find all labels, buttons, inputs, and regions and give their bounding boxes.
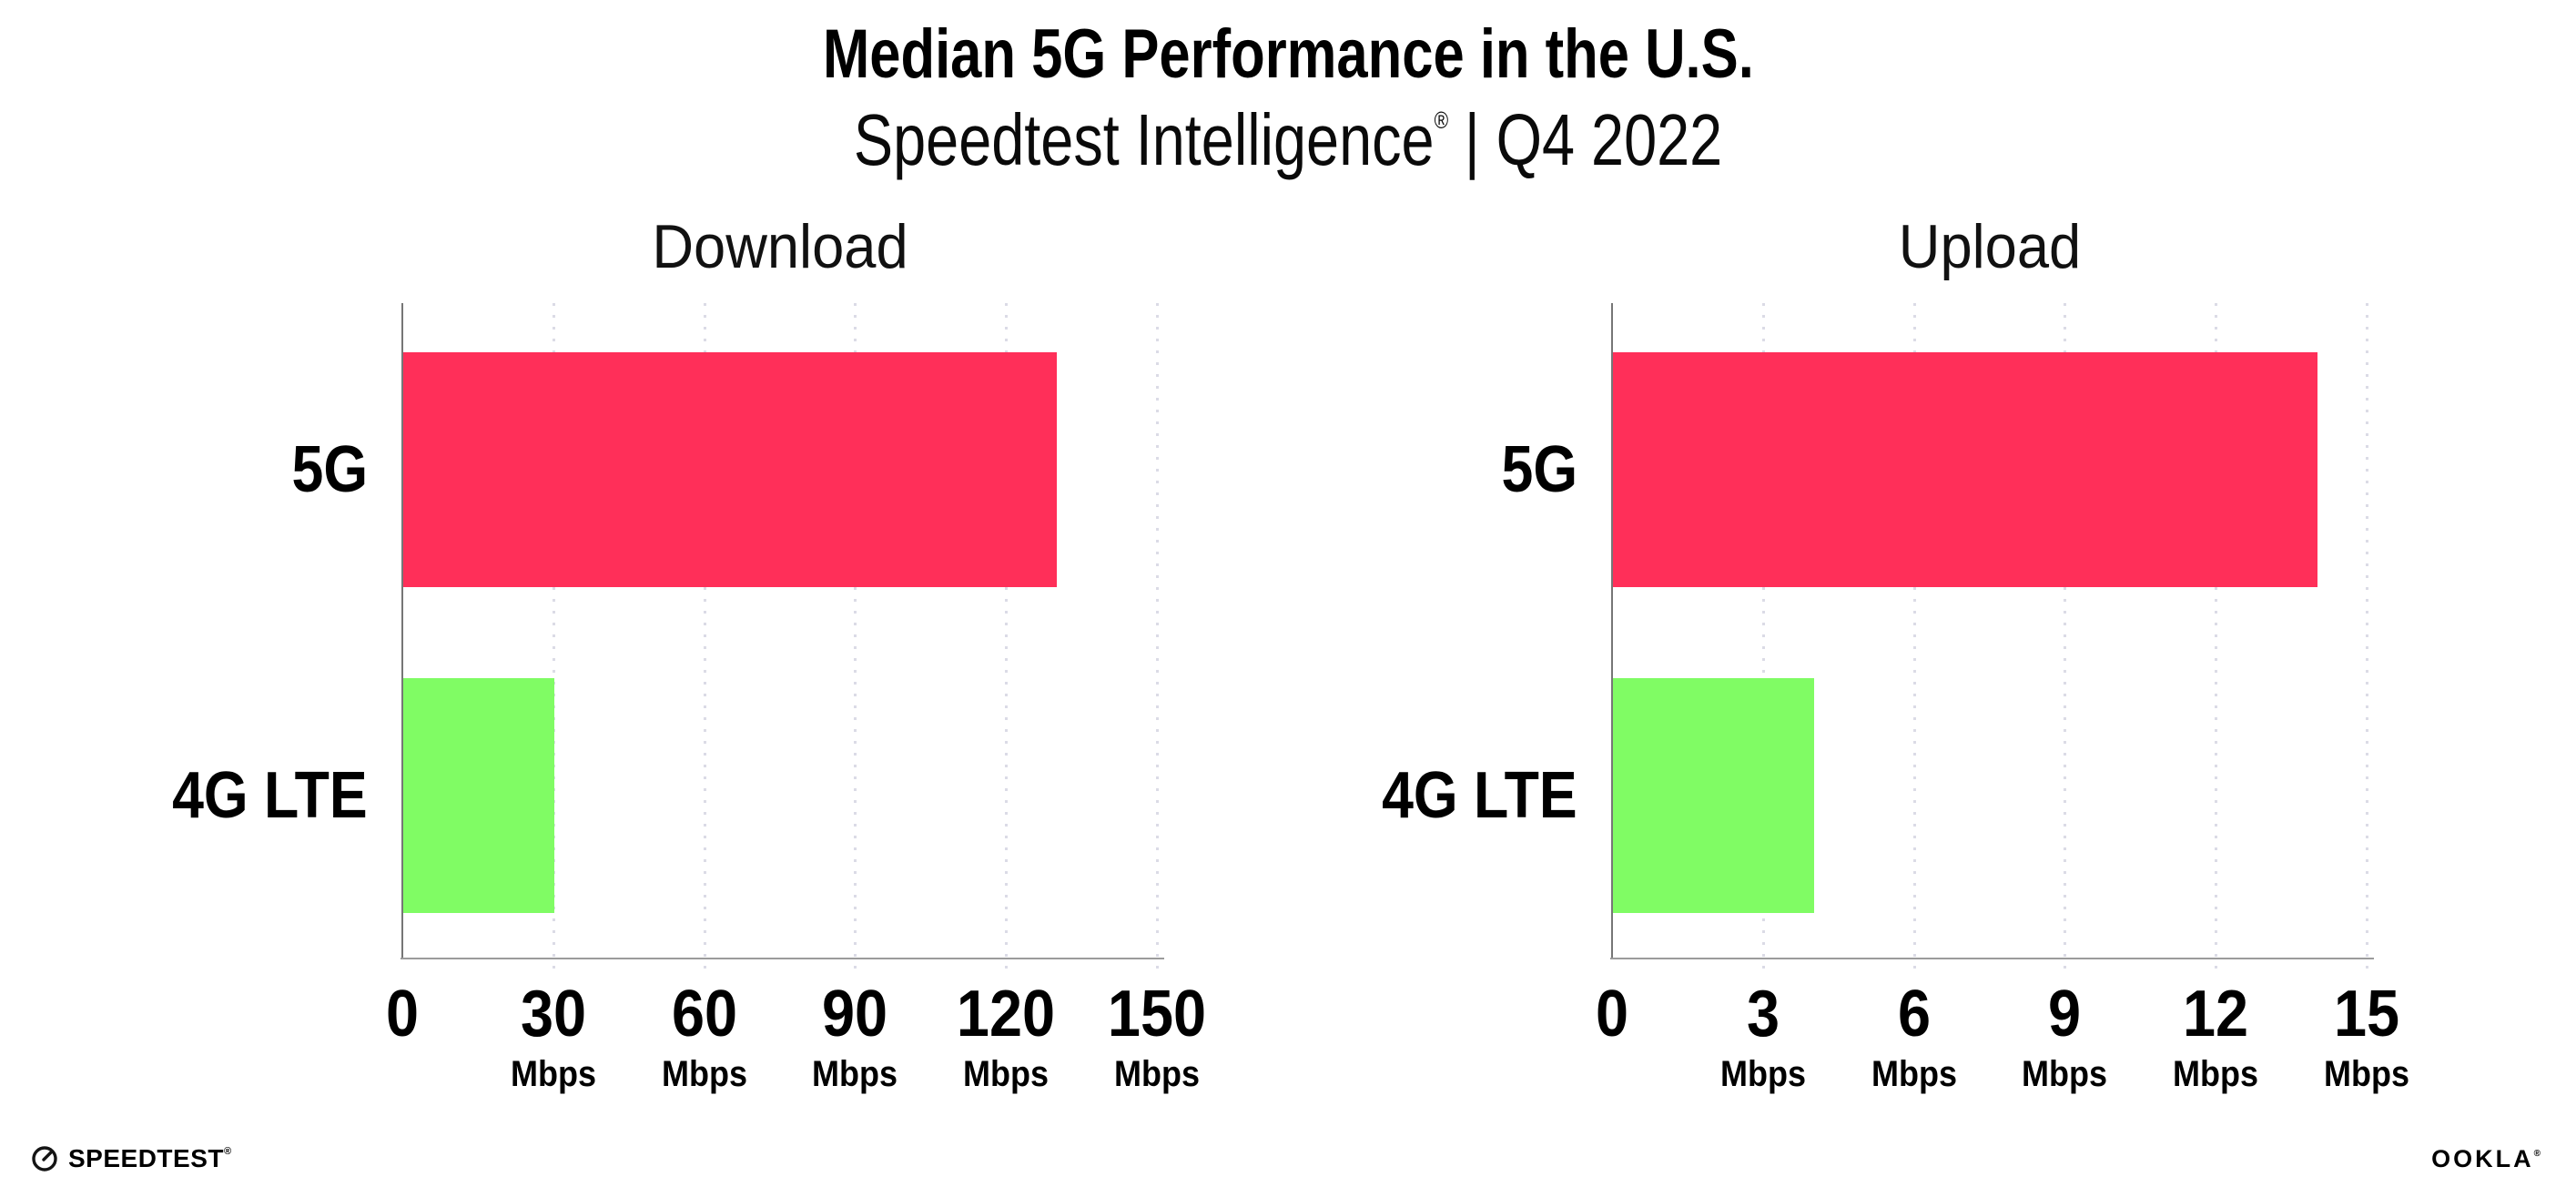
gridline [2064,303,2067,969]
x-axis-line [401,958,1164,959]
x-tick-1: 3 Mbps [1719,978,1806,1094]
download-chart: Download 5G 4G LTE 0 30 Mbps 60 Mbps 90 Mbp… [172,216,1206,1092]
speedtest-registered-mark: ® [223,1146,232,1157]
x-tick-3: 90 Mbps [812,978,898,1094]
x-tick-unit: Mbps [812,1054,898,1094]
x-tick-unit: Mbps [1719,1054,1806,1094]
category-label-4g-lte: 4G LTE [1382,759,1577,832]
x-tick-2: 6 Mbps [1871,978,1957,1094]
x-tick-1: 30 Mbps [510,978,596,1094]
download-chart-title: Download [651,212,908,281]
category-label-5g: 5G [1501,433,1577,506]
bar-5g-download [403,352,1058,587]
bar-4g-lte-upload [1613,678,1815,913]
ookla-registered-mark: ® [2533,1149,2543,1159]
x-tick-unit: Mbps [510,1054,596,1094]
registered-mark: ® [1434,107,1449,134]
gridline [1005,303,1009,969]
x-tick-4: 120 Mbps [957,978,1056,1094]
x-tick-unit: Mbps [2324,1054,2409,1094]
subtitle-separator: | [1464,99,1480,180]
x-tick-unit: Mbps [661,1054,747,1094]
bar-4g-lte-download [403,678,554,913]
x-tick-unit: Mbps [963,1054,1050,1094]
x-tick-2: 60 Mbps [661,978,747,1094]
ookla-logo: OOKLA® [2431,1147,2543,1172]
x-tick-unit: Mbps [2022,1054,2108,1094]
subtitle-brand: Speedtest Intelligence [853,99,1435,180]
x-tick-3: 9 Mbps [2022,978,2108,1094]
x-tick-unit: Mbps [1113,1054,1200,1094]
gridline [854,303,857,969]
page-subtitle: Speedtest Intelligence® | Q4 2022 [0,98,2576,182]
download-plot-area [401,303,1164,969]
speedtest-wordmark: SPEEDTEST® [68,1144,232,1172]
speedtest-logo: SPEEDTEST® [30,1144,232,1173]
page-title-text: Median 5G Performance in the U.S. [822,15,1754,93]
x-tick-5: 15 Mbps [2324,978,2409,1094]
upload-chart: Upload 5G 4G LTE 0 3 Mbps 6 Mbps 9 Mbps 12 M… [1382,216,2409,1092]
speedtest-gauge-icon [30,1144,59,1173]
x-tick-0: 0 [1595,978,1629,1050]
x-tick-5: 150 Mbps [1107,978,1207,1094]
gridline [1761,303,1765,969]
upload-plot-area [1610,303,2374,969]
x-tick-0: 0 [385,978,420,1050]
y-axis-line [1611,303,1613,959]
gridline [1156,303,1159,969]
upload-chart-title: Upload [1898,212,2081,281]
x-tick-4: 12 Mbps [2173,978,2259,1094]
x-tick-unit: Mbps [1871,1054,1957,1094]
gridline [2366,303,2368,969]
page-subtitle-text: Speedtest Intelligence® | Q4 2022 [854,98,1722,182]
x-axis-line [1610,958,2374,959]
gridline [703,303,706,969]
category-label-4g-lte: 4G LTE [172,759,368,832]
ookla-wordmark: OOKLA® [2431,1145,2543,1172]
gridline [2215,303,2218,969]
y-axis-line [401,303,403,959]
category-label-5g: 5G [291,433,368,506]
subtitle-period: Q4 2022 [1496,99,1723,180]
bar-5g-upload [1613,352,2317,587]
gridline [1912,303,1916,969]
x-tick-unit: Mbps [2173,1054,2259,1094]
page-title: Median 5G Performance in the U.S. [0,15,2576,94]
gridline [552,303,555,969]
